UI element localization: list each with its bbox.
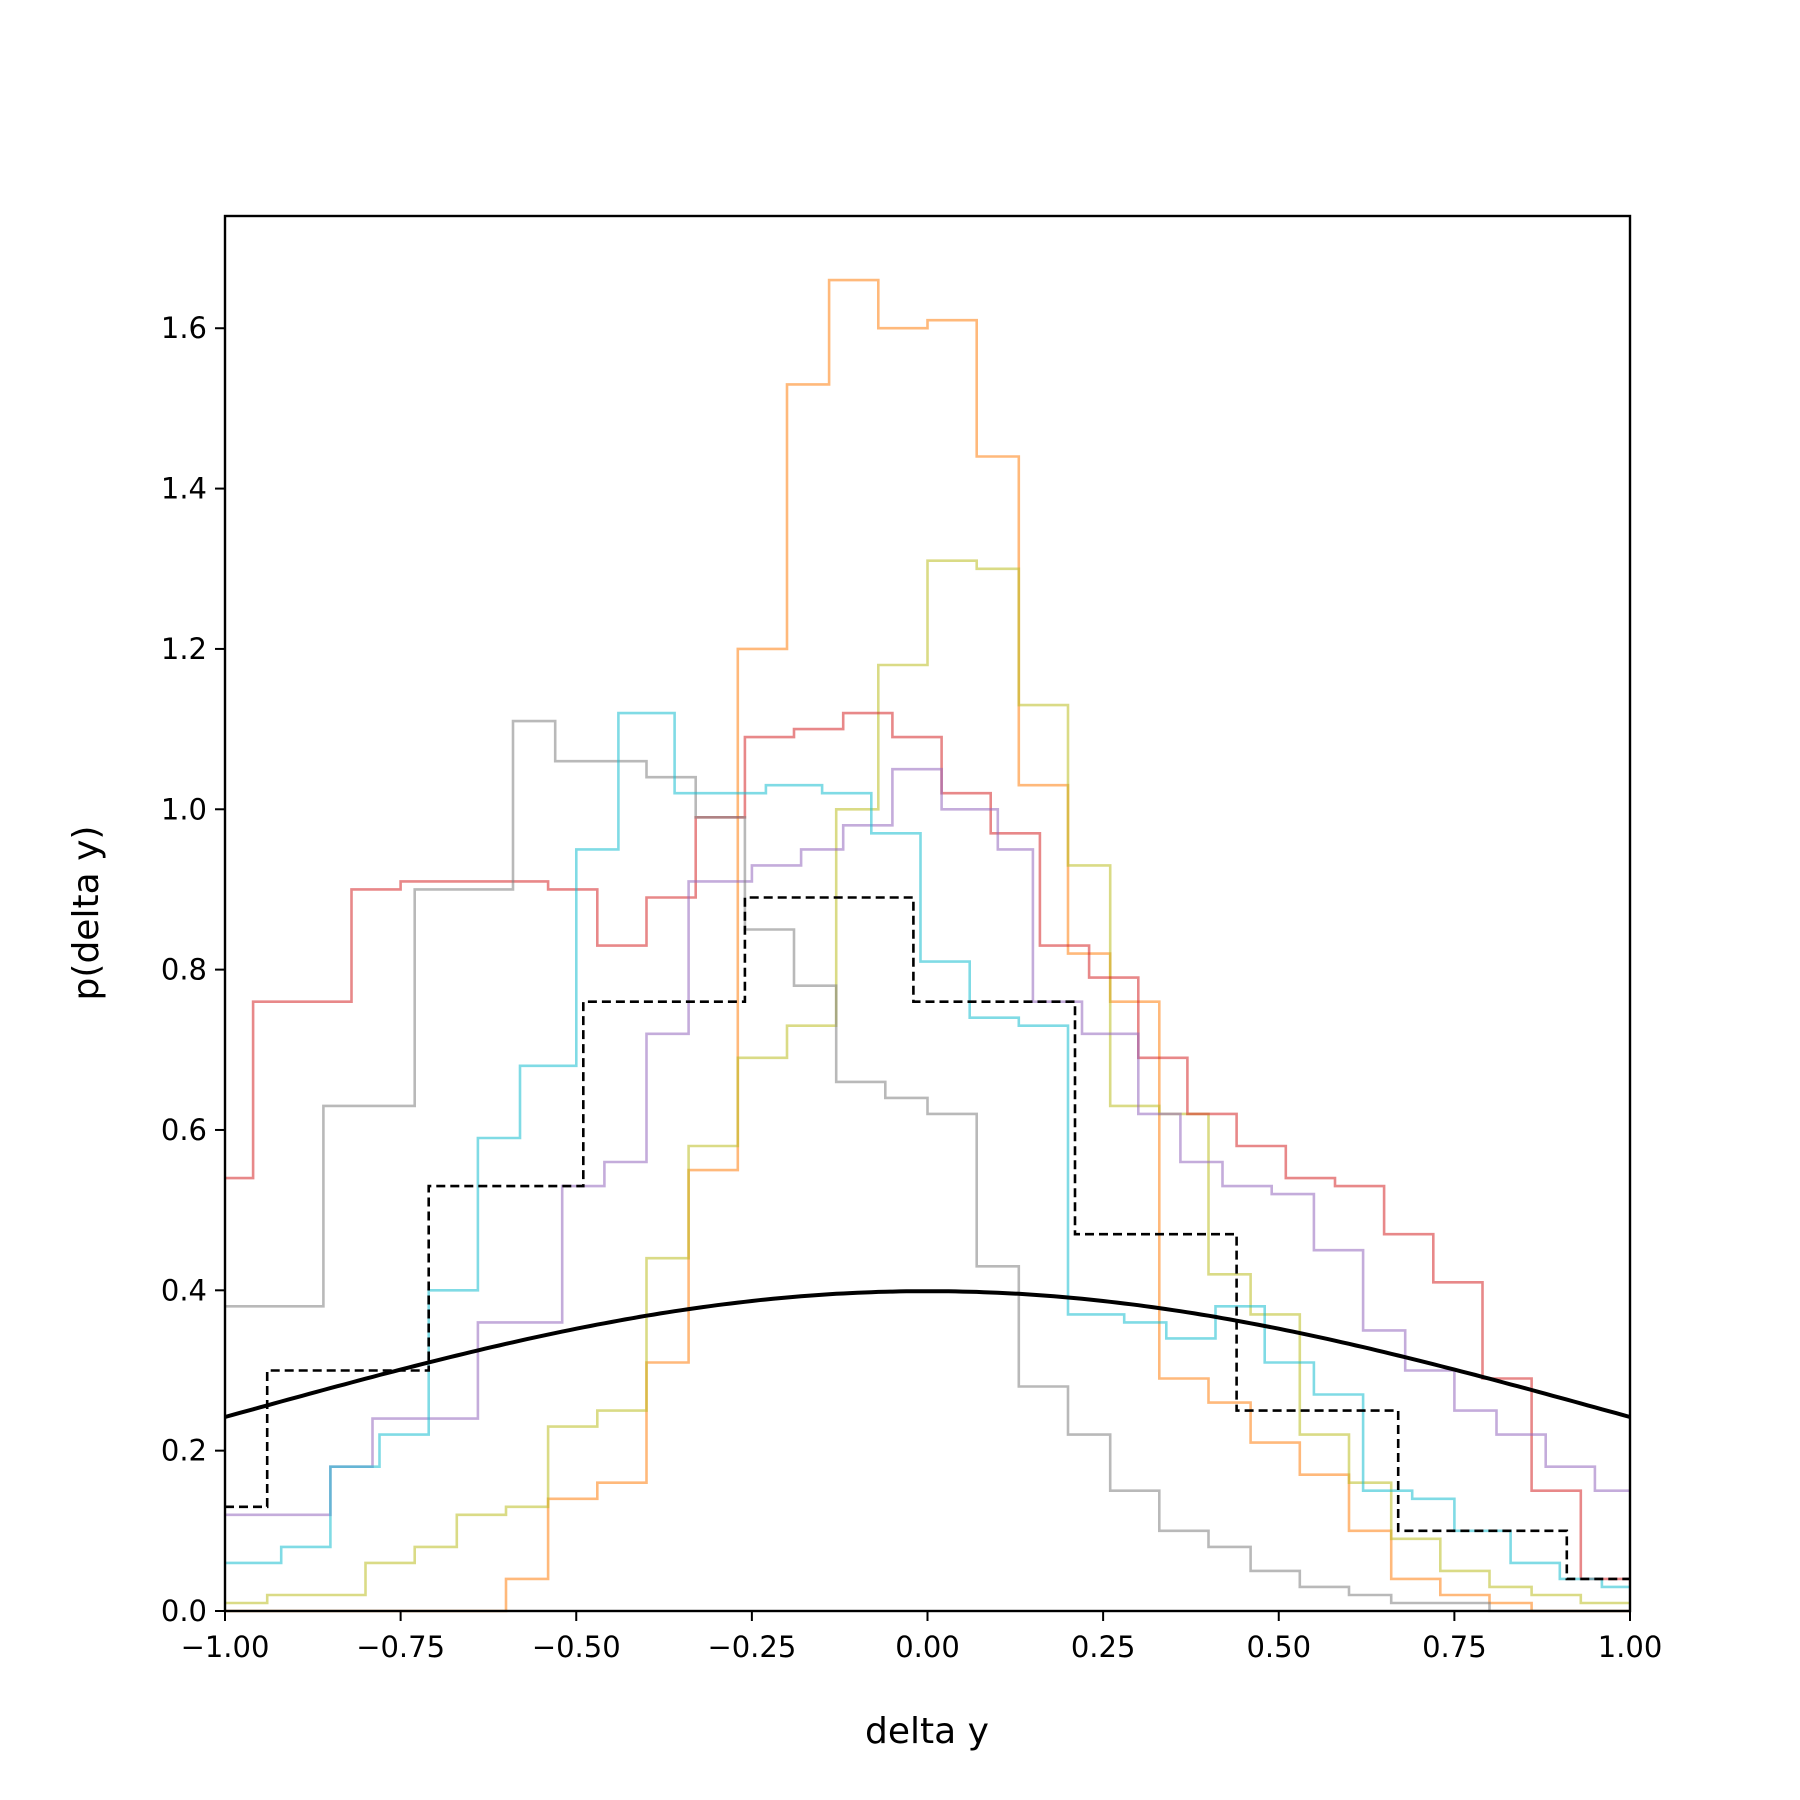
x-tick-label: −0.50 [532, 1630, 621, 1664]
y-axis-label: p(delta y) [66, 826, 107, 1001]
x-tick-label: 0.75 [1422, 1630, 1487, 1664]
x-tick-label: 0.25 [1071, 1630, 1136, 1664]
x-axis-label: delta y [865, 1711, 989, 1752]
histogram-series-2 [225, 559, 1630, 1605]
histogram-series-6 [225, 711, 1630, 1589]
reference-histogram [225, 896, 1630, 1581]
histogram-series [225, 278, 1630, 1613]
y-tick-label: 1.2 [161, 632, 207, 666]
y-tick-label: 1.6 [161, 311, 207, 345]
normal-curve-line [224, 1289, 1631, 1419]
y-tick-label: 1.0 [161, 792, 207, 826]
x-tick-label: 0.50 [1246, 1630, 1311, 1664]
x-tick-label: 1.00 [1598, 1630, 1663, 1664]
x-tick-label: −1.00 [181, 1630, 270, 1664]
y-tick-label: 0.8 [161, 953, 207, 987]
x-tick-label: −0.75 [356, 1630, 445, 1664]
y-tick-label: 0.2 [161, 1434, 207, 1468]
normal-curve [224, 1289, 1631, 1419]
y-tick-label: 0.6 [161, 1113, 207, 1147]
x-axis-ticks: −1.00 −0.75 −0.50 −0.25 0.00 0.25 0.50 0.75 1.00 [181, 1611, 1663, 1664]
y-tick-label: 1.4 [161, 472, 207, 506]
y-tick-label: 0.0 [161, 1594, 207, 1628]
x-tick-label: −0.25 [707, 1630, 796, 1664]
reference-histogram-line [225, 896, 1630, 1581]
y-tick-label: 0.4 [161, 1273, 207, 1307]
histogram-series-5 [225, 719, 1630, 1613]
x-tick-label: 0.00 [895, 1630, 960, 1664]
y-axis-ticks: 0.0 0.2 0.4 0.6 0.8 1.0 1.2 1.4 1.6 [161, 311, 225, 1628]
